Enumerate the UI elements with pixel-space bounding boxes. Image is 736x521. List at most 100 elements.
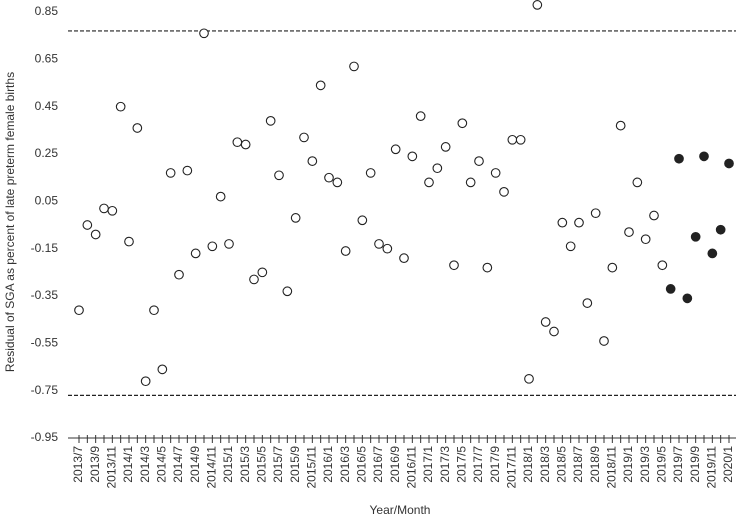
point — [515, 134, 526, 145]
x-tick-label: 2014/7 — [171, 446, 185, 483]
point — [224, 239, 234, 249]
x-tick-label: 2015/1 — [221, 446, 235, 483]
point — [699, 151, 709, 162]
point — [124, 236, 134, 247]
x-tick-label: 2017/1 — [421, 446, 435, 483]
point — [165, 168, 176, 178]
x-tick-label: 2019/7 — [671, 446, 685, 483]
y-tick-label: -0.15 — [31, 241, 59, 255]
point — [415, 111, 426, 121]
point — [532, 0, 543, 10]
point — [690, 231, 701, 242]
point — [99, 203, 109, 214]
point — [82, 220, 93, 230]
point — [399, 253, 409, 263]
point — [482, 262, 493, 273]
point — [382, 243, 393, 254]
point — [540, 317, 551, 327]
x-tick-label: 2013/9 — [88, 446, 102, 483]
x-tick-label: 2015/7 — [271, 446, 285, 483]
point — [574, 217, 584, 228]
x-tick-label: 2018/1 — [521, 446, 535, 483]
y-tick-label: -0.55 — [31, 336, 59, 350]
point — [632, 177, 643, 188]
x-tick-label: 2015/5 — [255, 446, 269, 483]
x-tick-label: 2017/9 — [488, 446, 502, 483]
x-tick-label: 2017/3 — [438, 446, 452, 483]
x-tick-label: 2018/3 — [538, 446, 552, 483]
point — [90, 229, 101, 240]
point — [490, 168, 501, 178]
point — [215, 191, 226, 202]
x-tick-label: 2017/5 — [455, 446, 469, 483]
point — [649, 210, 659, 221]
point — [340, 246, 351, 256]
point — [390, 144, 401, 155]
point — [207, 241, 218, 252]
x-tick-label: 2016/3 — [338, 446, 352, 483]
point — [582, 298, 593, 308]
point — [607, 262, 618, 273]
point — [624, 227, 634, 237]
x-tick-label: 2020/1 — [721, 446, 735, 483]
x-tick-label: 2015/11 — [305, 446, 319, 489]
point — [149, 305, 159, 316]
point — [282, 286, 293, 297]
point — [374, 239, 384, 249]
point — [549, 326, 559, 337]
point — [307, 156, 318, 166]
x-tick-label: 2016/9 — [388, 446, 402, 483]
point — [249, 274, 259, 285]
point — [357, 215, 368, 226]
x-tick-label: 2014/3 — [138, 446, 152, 483]
x-tick-label: 2016/5 — [355, 446, 369, 483]
y-tick-label: 0.85 — [35, 4, 59, 18]
point — [232, 137, 243, 148]
x-tick-label: 2018/11 — [605, 446, 619, 489]
point — [107, 205, 118, 216]
point — [465, 177, 476, 188]
point — [157, 364, 168, 375]
point — [265, 116, 276, 126]
x-tick-label: 2019/9 — [688, 446, 702, 483]
x-tick-label: 2016/7 — [371, 446, 385, 483]
point — [432, 163, 443, 174]
point — [174, 269, 184, 280]
point — [74, 305, 84, 316]
point — [365, 168, 376, 178]
y-axis-title: Residual of SGA as percent of late prete… — [3, 72, 17, 372]
point — [324, 172, 334, 183]
point — [590, 208, 601, 219]
x-axis-title: Year/Month — [370, 503, 431, 517]
x-tick-label: 2017/7 — [471, 446, 485, 483]
x-tick-label: 2014/1 — [121, 446, 135, 483]
point — [474, 156, 484, 166]
point — [440, 142, 451, 152]
point — [665, 284, 676, 294]
point — [140, 376, 151, 387]
point — [707, 248, 718, 259]
point — [407, 151, 418, 162]
point — [724, 158, 734, 169]
x-tick-label: 2014/5 — [155, 446, 169, 483]
point — [182, 165, 193, 176]
x-tick-label: 2014/11 — [205, 446, 219, 489]
x-tick-label: 2013/11 — [105, 446, 119, 489]
x-tick-label: 2019/3 — [638, 446, 652, 483]
y-tick-label: 0.65 — [35, 52, 59, 66]
x-tick-label: 2014/9 — [188, 446, 202, 483]
x-tick-label: 2018/7 — [571, 446, 585, 483]
point — [457, 118, 468, 129]
point — [115, 101, 126, 112]
point — [674, 153, 684, 164]
point — [682, 293, 693, 304]
point — [190, 248, 201, 259]
x-tick-label: 2018/9 — [588, 446, 602, 483]
y-tick-label: -0.95 — [31, 430, 59, 444]
y-tick-label: 0.25 — [35, 146, 59, 160]
point — [315, 80, 326, 91]
x-tick-label: 2019/5 — [655, 446, 669, 483]
point — [449, 260, 459, 271]
point — [274, 170, 284, 181]
point — [424, 177, 434, 188]
